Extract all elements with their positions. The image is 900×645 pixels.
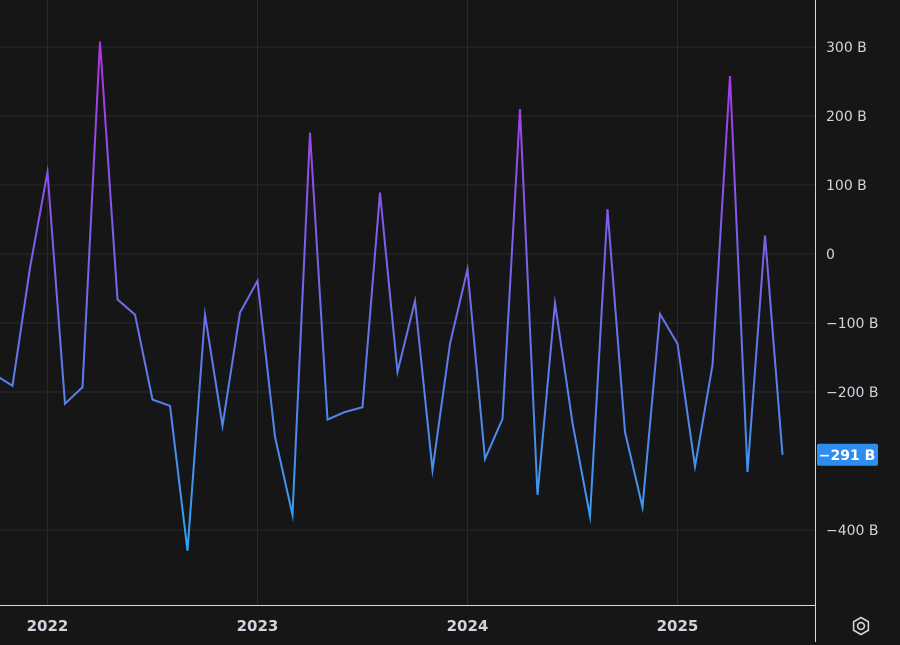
- data-point: [151, 398, 154, 401]
- data-point: [256, 279, 259, 282]
- y-tick-label: −200 B: [826, 385, 879, 401]
- data-point: [624, 431, 627, 434]
- data-point: [536, 493, 539, 496]
- data-point: [694, 465, 697, 468]
- data-point: [729, 74, 732, 77]
- data-point: [239, 311, 242, 314]
- data-point: [449, 342, 452, 345]
- data-point: [466, 268, 469, 271]
- data-point: [711, 364, 714, 367]
- gridlines: [0, 0, 815, 605]
- data-point: [414, 299, 417, 302]
- y-tick-label: 200 B: [826, 109, 867, 125]
- data-point: [361, 406, 364, 409]
- data-point: [326, 418, 329, 421]
- data-point: [11, 384, 14, 387]
- y-axis-ticks: 300 B 200 B 100 B 0 −100 B −200 B −400 B: [826, 40, 879, 539]
- series-layer: [0, 40, 784, 552]
- y-tick-label: 300 B: [826, 40, 867, 56]
- chart-settings-button[interactable]: [846, 612, 876, 640]
- data-point: [676, 342, 679, 345]
- data-point: [291, 513, 294, 516]
- data-point: [396, 370, 399, 373]
- axes: [0, 0, 816, 642]
- data-point: [64, 402, 67, 405]
- data-point: [519, 108, 522, 111]
- data-point: [379, 191, 382, 194]
- x-axis-ticks: 2022 2023 2024 2025: [27, 617, 699, 635]
- data-point: [431, 468, 434, 471]
- y-tick-label: 100 B: [826, 178, 867, 194]
- data-point: [134, 313, 137, 316]
- x-tick-label: 2023: [237, 617, 279, 635]
- y-tick-label: −400 B: [826, 523, 879, 539]
- data-point: [659, 313, 662, 316]
- data-point: [344, 411, 347, 414]
- data-point: [99, 40, 102, 43]
- data-point: [309, 131, 312, 134]
- data-point: [571, 422, 574, 425]
- data-point: [221, 424, 224, 427]
- last-value-badge: −291 B: [817, 443, 878, 466]
- data-point: [781, 453, 784, 456]
- x-tick-label: 2024: [447, 617, 489, 635]
- data-point: [746, 471, 749, 474]
- data-point: [484, 457, 487, 460]
- data-point: [554, 301, 557, 304]
- y-tick-label: −100 B: [826, 316, 879, 332]
- data-point: [169, 404, 172, 407]
- data-point: [589, 515, 592, 518]
- last-value-badge-bg: [817, 443, 878, 466]
- data-point: [501, 417, 504, 420]
- data-point: [204, 313, 207, 316]
- data-point: [46, 170, 49, 173]
- x-tick-label: 2022: [27, 617, 69, 635]
- series-line: [0, 41, 784, 551]
- data-point: [186, 549, 189, 552]
- data-point: [81, 386, 84, 389]
- x-tick-label: 2025: [657, 617, 699, 635]
- last-value-label: −291 B: [819, 448, 876, 464]
- data-point: [116, 298, 119, 301]
- gear-icon: [852, 616, 870, 636]
- data-point: [764, 234, 767, 237]
- data-point: [641, 506, 644, 509]
- data-point: [606, 208, 609, 211]
- data-point: [29, 266, 32, 269]
- y-tick-label: 0: [826, 247, 835, 263]
- data-point: [274, 435, 277, 438]
